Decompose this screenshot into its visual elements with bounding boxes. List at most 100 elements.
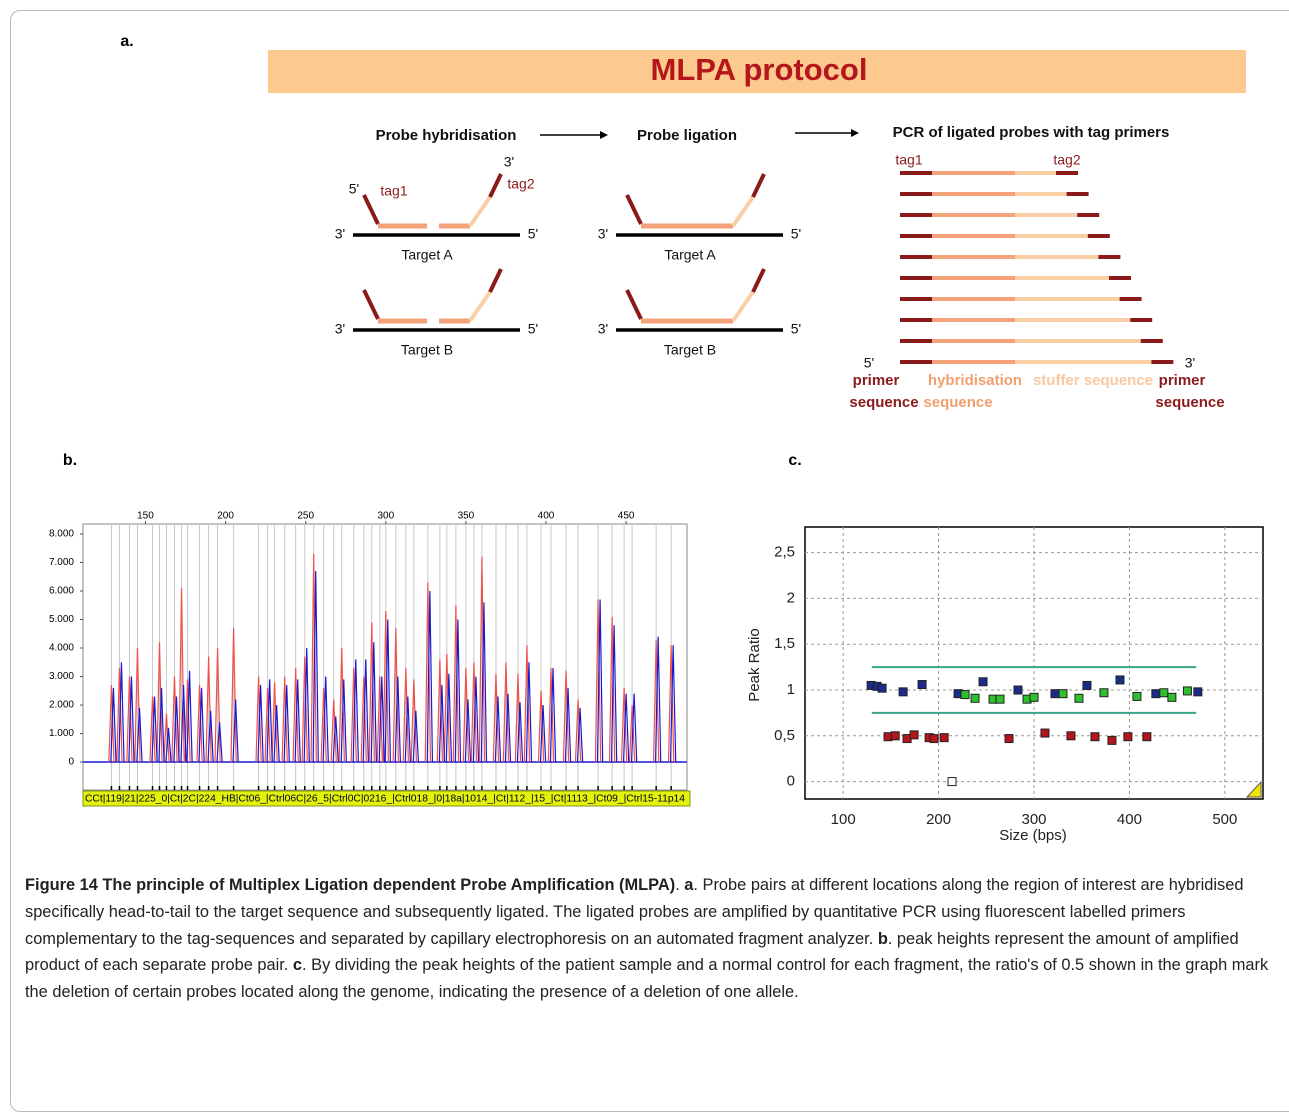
x-tick-label: 300 [1021, 811, 1046, 828]
figure: a. MLPA protocol Probe hybridisation Probe … [49, 33, 1264, 844]
x-tick-label: 200 [926, 811, 951, 828]
y-tick-label: 0,5 [774, 727, 795, 744]
peak [165, 727, 172, 763]
tag-label: tag2 [1053, 152, 1080, 168]
peak [186, 670, 193, 763]
point [1193, 687, 1203, 697]
peak [549, 667, 557, 763]
point [917, 680, 927, 690]
peak [667, 645, 675, 763]
peak [184, 679, 191, 763]
point [909, 730, 919, 740]
probe-segment [362, 289, 380, 320]
peak [537, 690, 545, 763]
peak [350, 667, 357, 763]
peak [472, 676, 480, 763]
point [1082, 680, 1092, 690]
point [1050, 689, 1060, 699]
caption-bold: a [684, 876, 694, 894]
tag-label: tag1 [380, 183, 407, 199]
arrow-head [851, 129, 859, 137]
y-tick-label: 5.000 [49, 614, 74, 625]
peak [378, 676, 385, 763]
probe-segment [468, 195, 492, 228]
peak [283, 685, 290, 763]
arrow-head [600, 131, 608, 139]
probe-segment [625, 194, 643, 225]
peak [198, 687, 205, 763]
peak [180, 685, 187, 763]
peak [266, 679, 273, 763]
point [1099, 688, 1109, 698]
probe-segment [731, 290, 755, 323]
point [1167, 692, 1177, 702]
x-tick-label: 250 [297, 511, 314, 522]
target-label: Target A [401, 247, 453, 263]
peak [330, 699, 337, 763]
peak [338, 648, 345, 763]
peak [516, 702, 524, 763]
point [1142, 732, 1152, 742]
x-tick-label: 500 [1212, 811, 1237, 828]
point [1058, 689, 1068, 699]
peak [303, 648, 310, 763]
peak [445, 673, 453, 763]
probe-segment [488, 268, 503, 293]
peak [110, 687, 117, 763]
peak [514, 673, 522, 763]
step-label: PCR of ligated probes with tag primers [893, 124, 1170, 141]
point [1066, 731, 1076, 741]
peak [257, 685, 264, 763]
peak [281, 676, 288, 763]
peak [402, 667, 410, 763]
label-strip [82, 790, 691, 807]
peak [312, 571, 319, 763]
legend-text: sequence [1155, 394, 1224, 411]
peak [564, 687, 572, 763]
strand-end: 3' [598, 226, 608, 242]
peak [669, 645, 677, 763]
point [929, 734, 939, 744]
peak [492, 673, 500, 763]
peak [368, 622, 375, 763]
step-label: Probe ligation [637, 127, 737, 144]
peak [149, 696, 156, 763]
strand-end: 3' [504, 154, 514, 170]
peak [470, 662, 478, 763]
peak [576, 707, 584, 763]
peak [171, 676, 178, 763]
peak [116, 667, 123, 763]
peak [562, 670, 570, 763]
peak [376, 676, 383, 763]
peak [136, 707, 143, 763]
peak [322, 676, 329, 763]
peak [426, 590, 434, 763]
probe-segment [625, 289, 643, 320]
plot-frame [804, 526, 1264, 800]
peak [464, 699, 472, 763]
peak [207, 710, 214, 763]
x-tick-label: 350 [458, 511, 475, 522]
point [877, 683, 887, 693]
strand-end: 5' [349, 181, 359, 197]
legend-text: hybridisation [928, 372, 1022, 389]
peak [232, 699, 239, 763]
peak [294, 679, 301, 763]
caption-text: . By dividing the peak heights of the pa… [25, 956, 1269, 1002]
peak [462, 667, 470, 763]
strand-end: 5' [791, 226, 801, 242]
peak [502, 662, 510, 763]
peak [443, 653, 451, 763]
strand-end: 5' [791, 321, 801, 337]
strand-end: 3' [335, 226, 345, 242]
y-tick-label: 8.000 [49, 529, 74, 540]
peak [156, 642, 163, 763]
point [978, 677, 988, 687]
y-tick-label: 1.000 [49, 728, 74, 739]
point [1182, 686, 1192, 696]
peak [126, 676, 133, 763]
point [970, 693, 980, 703]
peak [394, 676, 402, 763]
point [1013, 685, 1023, 695]
peak [525, 662, 533, 763]
